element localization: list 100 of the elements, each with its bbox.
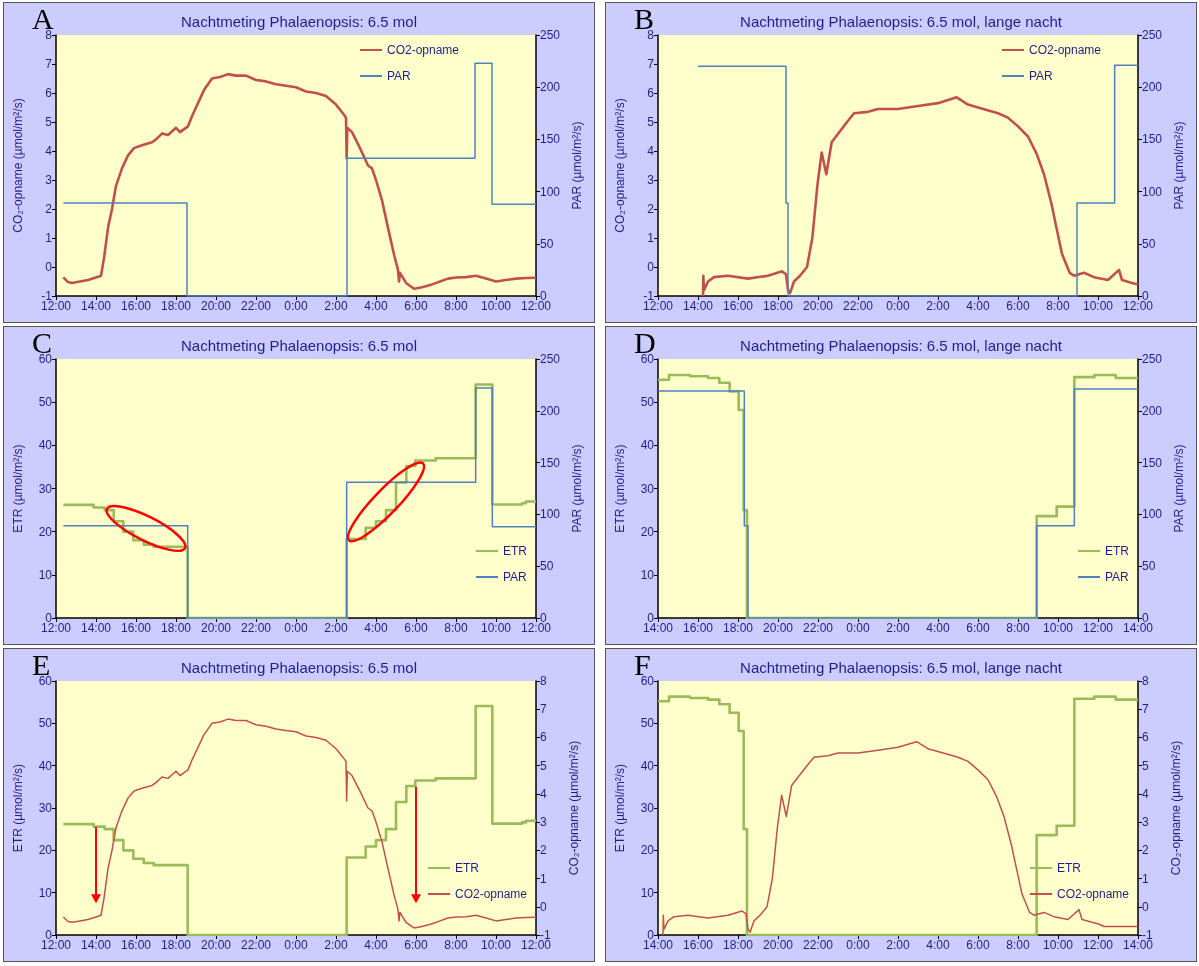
x-tick-label: 10:00 [1042, 938, 1074, 952]
x-tick-label: 14:00 [80, 299, 112, 313]
x-tick-label: 12:00 [642, 299, 674, 313]
y2-tick-label: 100 [1142, 507, 1163, 522]
x-tick-label: 16:00 [120, 621, 152, 635]
y-tick-label: 10 [38, 567, 53, 582]
x-tick-label: 22:00 [240, 621, 272, 635]
y-tick-label: 60 [640, 352, 655, 366]
x-tick-label: 22:00 [802, 938, 834, 952]
y2-tick-label: 50 [540, 559, 554, 574]
y-tick-label: 30 [38, 481, 53, 496]
x-tick-label: 2:00 [324, 299, 348, 313]
x-tick-label: 4:00 [364, 299, 388, 313]
y2-tick-label: 5 [1142, 758, 1149, 773]
y2-axis-title: PAR (µmol/m²/s) [569, 121, 584, 210]
y2-tick-label: 50 [1142, 559, 1156, 574]
y-tick-label: 8 [45, 28, 53, 42]
y2-tick-label: 150 [1142, 132, 1163, 147]
legend-label: ETR [1056, 861, 1082, 875]
y2-tick-label: 200 [1142, 80, 1163, 95]
x-tick-label: 2:00 [324, 621, 348, 635]
x-tick-label: 6:00 [1006, 299, 1030, 313]
x-tick-label: 10:00 [480, 299, 512, 313]
y-tick-label: 60 [38, 352, 53, 366]
y-tick-label: 50 [38, 716, 53, 731]
chart-title: Nachtmeting Phalaenopsis: 6.5 mol, lange nacht [740, 337, 1063, 354]
y2-tick-label: 100 [540, 184, 561, 199]
x-tick-label: 14:00 [80, 938, 112, 952]
y-tick-label: 20 [640, 524, 655, 539]
y-tick-label: 2 [45, 202, 53, 216]
y-tick-label: 10 [640, 885, 655, 900]
y2-tick-label: 8 [540, 674, 547, 688]
y-tick-label: 20 [640, 843, 655, 858]
y-tick-label: 60 [38, 674, 53, 688]
x-tick-label: 0:00 [846, 938, 870, 952]
y-tick-label: 0 [647, 260, 655, 274]
y2-axis-title: PAR (µmol/m²/s) [1171, 121, 1186, 210]
x-tick-label: 0:00 [284, 299, 308, 313]
y2-axis-title: PAR (µmol/m²/s) [569, 444, 584, 533]
y-tick-label: 3 [647, 173, 655, 187]
chart-title: Nachtmeting Phalaenopsis: 6.5 mol [181, 13, 417, 30]
y2-tick-label: 3 [1142, 815, 1149, 830]
x-tick-label: 6:00 [404, 938, 428, 952]
x-tick-label: 12:00 [1082, 621, 1114, 635]
y2-tick-label: 7 [540, 702, 547, 717]
y-tick-label: 3 [45, 173, 53, 187]
x-tick-label: 18:00 [722, 621, 754, 635]
x-tick-label: 8:00 [444, 299, 468, 313]
x-tick-label: 10:00 [1082, 299, 1114, 313]
x-tick-label: 18:00 [722, 938, 754, 952]
y2-tick-label: 3 [540, 815, 547, 830]
x-tick-label: 18:00 [160, 621, 192, 635]
y-tick-label: 40 [38, 438, 53, 453]
x-tick-label: 4:00 [926, 938, 950, 952]
y-axis-title: ETR (µmol/m²/s) [11, 763, 25, 853]
x-tick-label: 6:00 [966, 938, 990, 952]
y2-tick-label: 0 [1142, 899, 1149, 914]
y2-axis-title: PAR (µmol/m²/s) [1171, 444, 1186, 533]
legend-label: ETR [1105, 544, 1130, 558]
x-tick-label: 20:00 [200, 299, 232, 313]
y2-tick-label: 100 [540, 507, 561, 522]
y2-tick-label: 250 [1142, 352, 1163, 366]
x-tick-label: 2:00 [886, 938, 910, 952]
x-tick-label: 22:00 [240, 938, 272, 952]
y2-tick-label: 150 [540, 132, 561, 147]
y-axis-title: ETR (µmol/m²/s) [613, 763, 627, 853]
y-tick-label: 7 [647, 57, 655, 71]
y-tick-label: 20 [38, 843, 53, 858]
y-axis-title: CO₂-opname (µmol/m²/s) [11, 98, 25, 233]
y-tick-label: 50 [38, 395, 53, 410]
x-tick-label: 4:00 [966, 299, 990, 313]
x-tick-label: 6:00 [404, 621, 428, 635]
y2-tick-label: 0 [540, 899, 547, 914]
legend-label: ETR [503, 544, 528, 558]
x-tick-label: 6:00 [966, 621, 990, 635]
x-tick-label: 0:00 [284, 938, 308, 952]
y2-tick-label: 50 [1142, 236, 1156, 251]
y2-tick-label: 200 [540, 403, 561, 418]
x-tick-label: 20:00 [762, 621, 794, 635]
y2-axis-title: CO₂-opname (µmol/m²/s) [1169, 740, 1183, 876]
y2-tick-label: 50 [540, 236, 554, 251]
legend-label: CO2-opname [386, 43, 460, 57]
y-tick-label: 40 [640, 438, 655, 453]
y2-tick-label: 200 [1142, 403, 1163, 418]
y-tick-label: 5 [647, 115, 655, 129]
x-tick-label: 10:00 [480, 938, 512, 952]
x-tick-label: 16:00 [120, 299, 152, 313]
legend-label: PAR [386, 69, 412, 83]
y2-tick-label: 6 [1142, 730, 1149, 745]
y2-tick-label: 1 [1142, 871, 1149, 886]
x-tick-label: 8:00 [1006, 621, 1030, 635]
y-tick-label: 0 [45, 260, 53, 274]
x-tick-label: 16:00 [120, 938, 152, 952]
y-tick-label: 7 [45, 57, 53, 71]
y-tick-label: 2 [647, 202, 655, 216]
x-tick-label: 20:00 [802, 299, 834, 313]
x-tick-label: 8:00 [1006, 938, 1030, 952]
y-tick-label: 10 [38, 885, 53, 900]
y-tick-label: 5 [45, 115, 53, 129]
y-axis-title: ETR (µmol/m²/s) [11, 444, 25, 533]
